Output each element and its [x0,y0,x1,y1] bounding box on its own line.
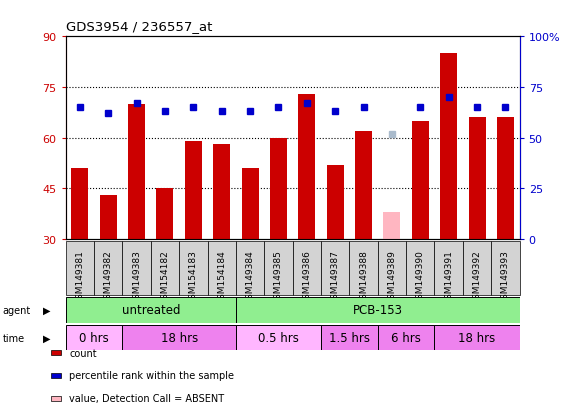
Text: agent: agent [3,305,31,315]
Bar [264,242,292,295]
Bar [128,104,145,240]
Text: GSM149387: GSM149387 [331,249,340,304]
Text: GSM149384: GSM149384 [246,249,255,304]
Bar [355,132,372,240]
Bar [207,242,236,295]
Text: GSM149389: GSM149389 [388,249,396,304]
Bar [242,169,259,240]
Bar [122,325,236,351]
Text: 1.5 hrs: 1.5 hrs [329,331,370,344]
Bar [435,242,463,295]
Text: 0 hrs: 0 hrs [79,331,109,344]
Bar [349,242,378,295]
Bar [71,169,89,240]
Text: ▶: ▶ [43,305,50,315]
Bar [236,297,520,323]
Bar [213,145,230,240]
Text: GSM154182: GSM154182 [160,249,170,304]
Bar [270,138,287,240]
Bar [321,242,349,295]
Bar [298,95,315,240]
Text: percentile rank within the sample: percentile rank within the sample [70,370,235,380]
Bar [94,242,122,295]
Bar [100,196,116,240]
Text: GSM149381: GSM149381 [75,249,85,304]
Bar [378,325,435,351]
Text: 18 hrs: 18 hrs [160,331,198,344]
Text: GSM149385: GSM149385 [274,249,283,304]
Text: GSM149393: GSM149393 [501,249,510,304]
Bar [293,242,321,295]
Text: count: count [70,348,97,358]
Text: GSM149383: GSM149383 [132,249,141,304]
Text: PCB-153: PCB-153 [353,304,403,317]
Bar [435,325,520,351]
Bar [321,325,378,351]
Text: ▶: ▶ [43,333,50,343]
Bar [327,165,344,240]
Bar [66,242,94,295]
Text: GSM149392: GSM149392 [473,249,481,304]
Bar [179,242,207,295]
Bar [185,142,202,240]
Text: GDS3954 / 236557_at: GDS3954 / 236557_at [66,20,212,33]
Bar [406,242,435,295]
Bar [384,213,400,240]
Bar [236,325,321,351]
Bar [497,118,514,240]
Bar [469,118,485,240]
Bar [440,54,457,240]
Bar [122,242,151,295]
Text: GSM149391: GSM149391 [444,249,453,304]
Bar [66,325,122,351]
Bar [412,121,429,240]
Bar [151,242,179,295]
Text: 0.5 hrs: 0.5 hrs [258,331,299,344]
Bar [463,242,491,295]
Text: time: time [3,333,25,343]
Text: GSM154184: GSM154184 [217,249,226,304]
Bar [156,189,174,240]
Bar [236,242,264,295]
Text: GSM149386: GSM149386 [302,249,311,304]
Text: GSM149388: GSM149388 [359,249,368,304]
Bar [66,297,236,323]
Text: untreated: untreated [122,304,180,317]
Text: GSM149382: GSM149382 [104,249,112,304]
Bar [378,242,406,295]
Text: value, Detection Call = ABSENT: value, Detection Call = ABSENT [70,393,224,403]
Text: 6 hrs: 6 hrs [391,331,421,344]
Text: 18 hrs: 18 hrs [459,331,496,344]
Text: GSM149390: GSM149390 [416,249,425,304]
Bar [491,242,520,295]
Text: GSM154183: GSM154183 [189,249,198,304]
